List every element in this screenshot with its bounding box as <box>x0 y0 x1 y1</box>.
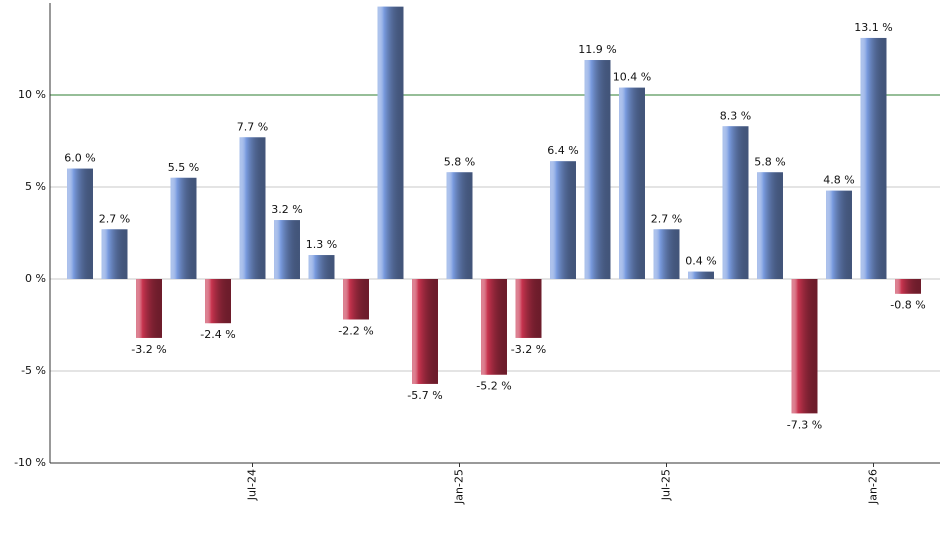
value-label: 7.7 % <box>237 120 268 133</box>
bar-shade <box>308 255 335 279</box>
y-tick-label: 5 % <box>25 180 46 193</box>
x-tick-label: Jul-25 <box>660 469 673 501</box>
x-tick-label: Jul-24 <box>246 469 259 501</box>
value-label: -5.7 % <box>407 389 442 402</box>
value-label: 2.7 % <box>99 212 130 225</box>
bar-shade <box>446 172 473 279</box>
bar-shade <box>170 177 197 279</box>
value-label: 1.3 % <box>306 238 337 251</box>
bar-shade <box>377 6 404 280</box>
value-label: -5.2 % <box>476 380 511 393</box>
bar-shade <box>205 279 231 324</box>
value-label: 5.8 % <box>754 155 785 168</box>
value-label: 5.5 % <box>168 161 199 174</box>
value-label: 6.4 % <box>547 144 578 157</box>
value-label: 0.4 % <box>685 255 716 268</box>
bar-shade <box>239 137 266 279</box>
bar-shade <box>136 279 162 338</box>
value-label: 10.4 % <box>613 71 651 84</box>
x-tick-label: Jan-25 <box>453 469 466 505</box>
y-tick-label: 10 % <box>18 88 46 101</box>
bar-shade <box>412 279 438 384</box>
value-label: 2.7 % <box>651 212 682 225</box>
bar-shade <box>791 279 818 414</box>
value-label: -3.2 % <box>511 343 546 356</box>
bar-shade <box>757 172 783 279</box>
bar-shade <box>826 190 852 279</box>
x-tick-label: Jan-26 <box>867 469 880 505</box>
bar-shade <box>653 229 680 279</box>
bar-shade <box>860 37 887 280</box>
value-label: -2.2 % <box>338 324 373 337</box>
value-label: 13.1 % <box>854 21 892 34</box>
value-label: 6.0 % <box>64 152 95 165</box>
value-label: 8.3 % <box>720 109 751 122</box>
value-label: 3.2 % <box>271 203 302 216</box>
y-tick-label: 0 % <box>25 272 46 285</box>
bar-shade <box>895 279 921 294</box>
y-tick-label: -10 % <box>14 456 46 469</box>
bar-shade <box>550 161 576 279</box>
y-tick-label: -5 % <box>21 364 46 377</box>
bar-shade <box>584 60 611 279</box>
bar-shade <box>619 87 645 279</box>
value-label: 5.8 % <box>444 155 475 168</box>
bar-shade <box>101 229 128 279</box>
bar-shade <box>481 279 507 375</box>
bar-shade <box>722 126 749 279</box>
value-label: -7.3 % <box>787 418 822 431</box>
value-label: 4.8 % <box>823 174 854 187</box>
bar-shade <box>67 168 93 279</box>
value-label: 14.8 % <box>371 0 409 3</box>
bar-shade <box>274 220 300 279</box>
bar-shade <box>343 279 369 320</box>
value-label: -2.4 % <box>200 328 235 341</box>
value-label: 11.9 % <box>578 43 616 56</box>
value-label: -3.2 % <box>131 343 166 356</box>
value-label: -0.8 % <box>890 299 925 312</box>
bar-shade <box>688 271 714 279</box>
bar-shade <box>515 279 542 338</box>
